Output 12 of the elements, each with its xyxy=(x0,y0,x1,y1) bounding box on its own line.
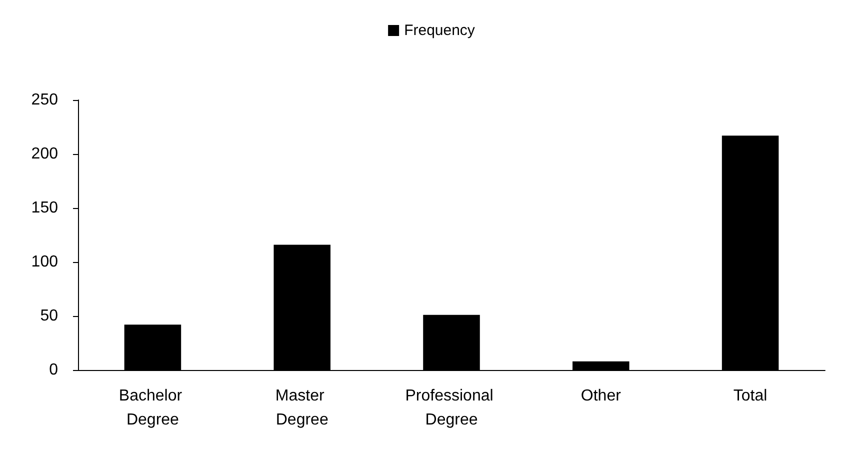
y-tick-label: 200 xyxy=(31,146,58,162)
x-tick-label: Bachelor Degree xyxy=(118,388,186,428)
x-tick-label: Master Degree xyxy=(275,388,329,428)
y-tick-label: 150 xyxy=(31,200,58,216)
y-tick-label: 0 xyxy=(49,362,58,378)
x-tick-label: Other xyxy=(580,388,622,404)
x-tick-label: Professional Degree xyxy=(405,388,498,428)
legend-label: Frequency xyxy=(404,22,476,39)
y-tick-label: 50 xyxy=(40,308,58,324)
y-tick-label: 100 xyxy=(31,254,58,270)
y-tick-label: 250 xyxy=(31,92,58,108)
x-tick-label: Total xyxy=(733,388,768,404)
